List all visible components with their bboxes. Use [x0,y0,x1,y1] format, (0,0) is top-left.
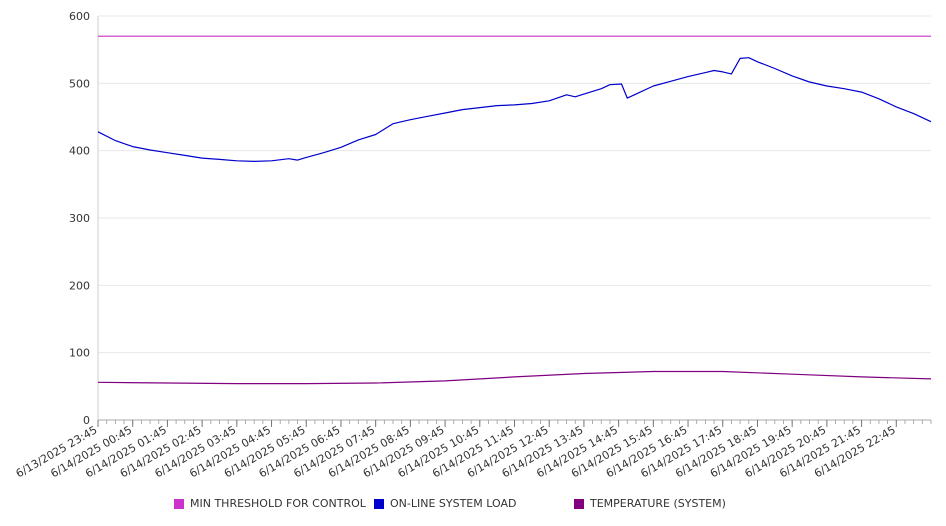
axes [97,16,932,427]
legend-item: MIN THRESHOLD FOR CONTROL [174,497,366,510]
y-tick-label: 300 [69,212,90,225]
legend-label: MIN THRESHOLD FOR CONTROL [190,497,366,510]
legend-swatch [174,498,184,509]
series-line-2 [97,57,932,162]
legend-item: TEMPERATURE (SYSTEM) [574,497,726,510]
y-tick-label: 500 [69,77,90,90]
x-tick-labels: 6/13/2025 23:456/14/2025 00:456/14/2025 … [14,423,898,480]
series-line-3 [97,370,932,385]
y-tick-label: 200 [69,279,90,292]
series [97,35,932,385]
legend-swatch [574,498,584,509]
legend-item: ON-LINE SYSTEM LOAD [374,497,516,510]
legend: MIN THRESHOLD FOR CONTROL ON-LINE SYSTEM … [0,497,946,515]
y-tick-label: 600 [69,10,90,23]
y-tick-label: 100 [69,347,90,360]
grid [98,15,931,354]
y-tick-labels: 0 100 200 300 400 500 600 [69,10,90,427]
legend-swatch [374,498,384,509]
legend-label: ON-LINE SYSTEM LOAD [390,497,517,510]
y-tick-label: 400 [69,145,90,158]
legend-label: TEMPERATURE (SYSTEM) [590,497,726,510]
y-tick-label: 0 [83,414,90,427]
